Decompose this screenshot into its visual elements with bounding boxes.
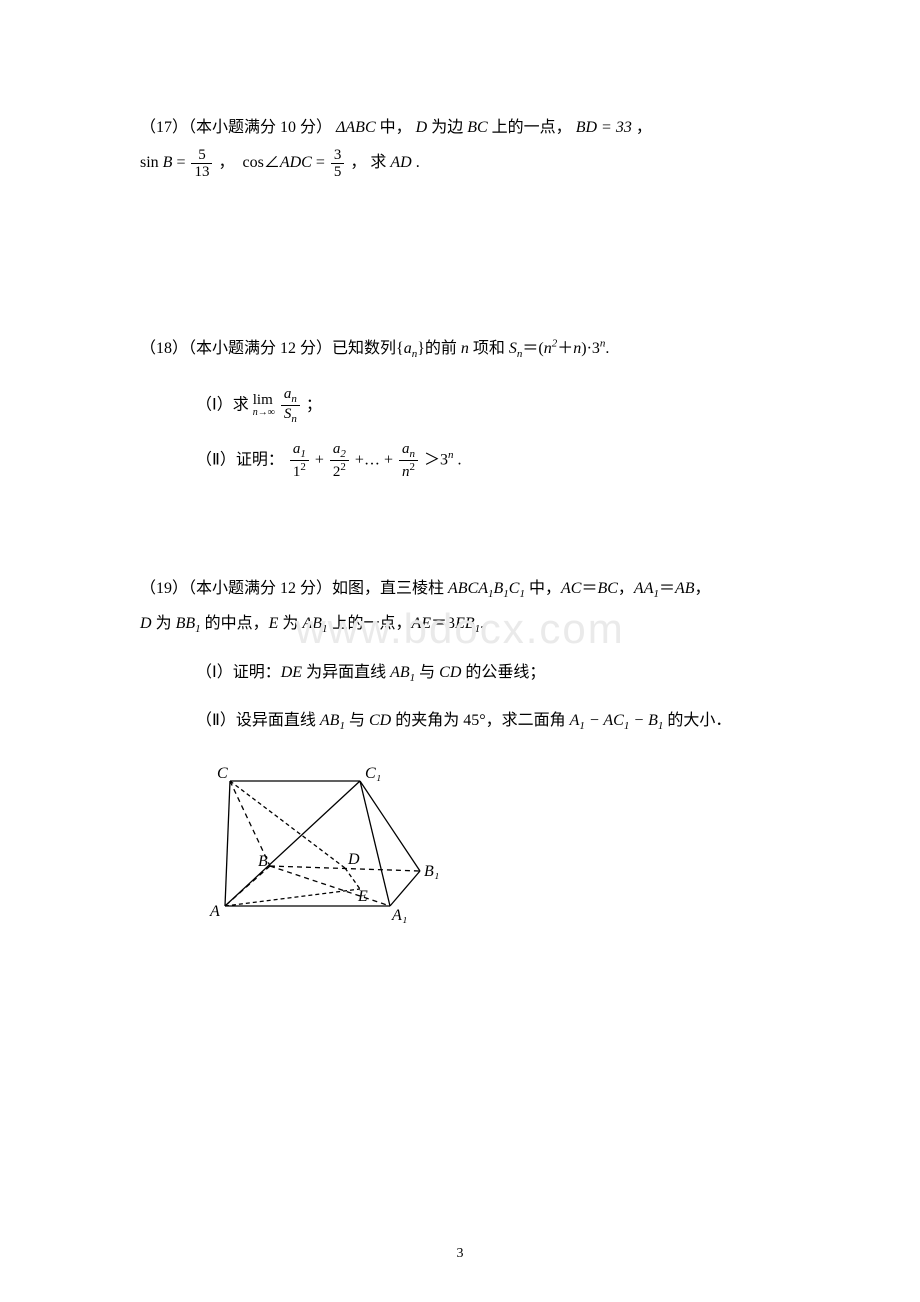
p19-line2: D 为 BB1 的中点，E 为 AB1 上的一点，AE＝3EB1. — [140, 606, 780, 641]
p18-f-an: an n2 — [399, 441, 418, 481]
p18-lim-sub: n→∞ — [253, 408, 275, 418]
p17-dot: . — [416, 154, 420, 171]
p18-t5: )·3 — [581, 340, 600, 357]
p17-f1n: 5 — [191, 147, 212, 165]
p19-part2: （Ⅱ）设异面直线 AB1 与 CD 的夹角为 45°，求二面角 A1 − AC1… — [140, 703, 780, 738]
p18-limfrac-num: an — [281, 386, 300, 406]
problem-19: （19）（本小题满分 12 分）如图，直三棱柱 ABCA1B1C1 中，AC＝B… — [140, 571, 780, 942]
lbl-A: A — [209, 903, 220, 920]
p18-t4: ＋ — [557, 340, 573, 357]
p18-semi: ； — [306, 396, 322, 413]
p18-lim: lim n→∞ — [253, 393, 275, 418]
problem-17: （17）（本小题满分 10 分） ΔABC 中， D 为边 BC 上的一点， B… — [140, 110, 780, 181]
p17-t4: ， — [636, 119, 652, 136]
p18-dots: +… + — [355, 452, 397, 469]
p18-t2: 项和 — [469, 340, 509, 357]
p19-prefix: （19）（本小题满分 12 分）如图，直三棱柱 — [140, 580, 448, 597]
p17-eq1: = 33 — [601, 119, 632, 136]
p18-limfrac-den: Sn — [281, 406, 300, 425]
lbl-C1: C₁ — [365, 765, 381, 782]
p18-sn: S — [509, 340, 517, 357]
p17-qiu: ， 求 — [350, 154, 390, 171]
p17-f1d: 13 — [191, 164, 212, 181]
gap2 — [140, 501, 780, 571]
p18-p1-label: （Ⅰ）求 — [196, 396, 253, 413]
p18-part2: （Ⅱ）证明： a1 12 + a2 22 +… + an n2 ＞3n . — [140, 441, 780, 481]
p18-lim-top: lim — [253, 393, 275, 408]
p17-prefix: （17）（本小题满分 10 分） — [140, 119, 332, 136]
lbl-D: D — [347, 851, 360, 868]
lbl-C: C — [217, 765, 228, 782]
p18-gt-exp: n — [448, 449, 454, 461]
p18-plus1: + — [315, 452, 328, 469]
p19-abca: ABCA — [448, 580, 488, 597]
p17-line2: sin B = 5 13 ， cos∠ADC = 3 5 ， 求 AD . — [140, 145, 780, 180]
diagram-svg: C C₁ B D B₁ A E A₁ — [200, 756, 450, 936]
p17-eqsign1: = — [176, 154, 189, 171]
lbl-A1: A₁ — [391, 907, 407, 924]
p17-adc: ADC — [280, 154, 312, 171]
p18-dot2: . — [457, 452, 461, 469]
p19-part1: （Ⅰ）证明：DE 为异面直线 AB1 与 CD 的公垂线； — [140, 655, 780, 690]
p18-f-a2: a2 22 — [330, 441, 349, 481]
p17-t1: 中， — [380, 119, 416, 136]
lbl-E: E — [357, 888, 368, 905]
p17-line1: （17）（本小题满分 10 分） ΔABC 中， D 为边 BC 上的一点， B… — [140, 110, 780, 145]
gap1 — [140, 201, 780, 331]
p17-sinb: sin — [140, 154, 163, 171]
p17-frac1: 5 13 — [191, 147, 212, 181]
p17-t2: 为边 — [431, 119, 467, 136]
p18-gt: ＞3 — [424, 452, 448, 469]
p18-f-a1: a1 12 — [290, 441, 309, 481]
p18-n2: n — [544, 340, 552, 357]
p17-bd: BD — [576, 119, 597, 136]
p17-b: B — [163, 154, 173, 171]
page-number: 3 — [457, 1246, 464, 1262]
p17-frac2: 3 5 — [331, 147, 345, 181]
p18-an: a — [404, 340, 412, 357]
p17-abc: ΔABC — [336, 119, 376, 136]
p19-zhong: 中， — [525, 580, 561, 597]
lbl-B1: B₁ — [424, 863, 439, 880]
p18-dot1: . — [605, 340, 609, 357]
p19-line1: （19）（本小题满分 12 分）如图，直三棱柱 ABCA1B1C1 中，AC＝B… — [140, 571, 780, 606]
p17-d: D — [416, 119, 428, 136]
p18-limfrac: an Sn — [281, 386, 300, 425]
p18-p2-label: （Ⅱ）证明： — [196, 452, 284, 469]
p17-eqsign2: = — [316, 154, 329, 171]
p18-nvar: n — [461, 340, 469, 357]
p17-f2n: 3 — [331, 147, 345, 165]
p17-bc: BC — [467, 119, 487, 136]
p18-part1: （Ⅰ）求 lim n→∞ an Sn ； — [140, 386, 780, 425]
p18-t1: }的前 — [417, 340, 461, 357]
p17-ad: AD — [390, 154, 411, 171]
p18-t3: ＝( — [522, 340, 543, 357]
p17-cos: cos∠ — [243, 154, 280, 171]
p17-f2d: 5 — [331, 164, 345, 181]
p17-t3: 上的一点， — [492, 119, 572, 136]
p17-c1: ， — [218, 154, 234, 171]
lbl-B: B — [258, 853, 268, 870]
problem-18: （18）（本小题满分 12 分）已知数列{an}的前 n 项和 Sn＝(n2＋n… — [140, 331, 780, 481]
p18-prefix: （18）（本小题满分 12 分）已知数列{ — [140, 340, 404, 357]
p18-line1: （18）（本小题满分 12 分）已知数列{an}的前 n 项和 Sn＝(n2＋n… — [140, 331, 780, 366]
prism-diagram: C C₁ B D B₁ A E A₁ — [200, 756, 780, 941]
